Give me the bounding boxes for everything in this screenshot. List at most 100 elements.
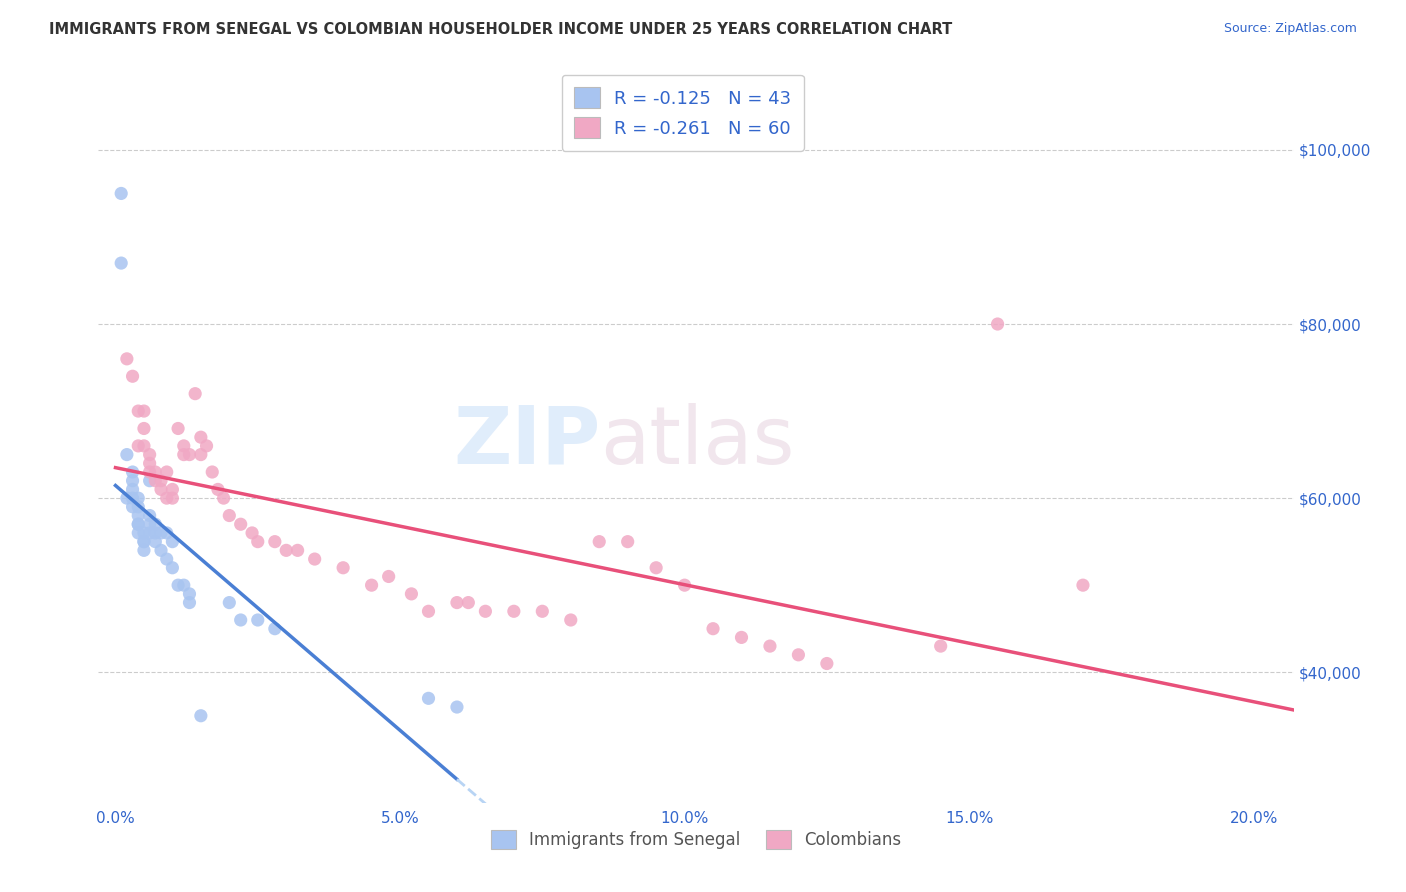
Point — [132, 534, 155, 549]
Point — [179, 448, 201, 462]
Point — [162, 561, 184, 575]
Point — [588, 534, 610, 549]
Point — [457, 596, 479, 610]
Point — [127, 491, 149, 505]
Point — [121, 483, 143, 497]
Point — [115, 448, 138, 462]
Point — [127, 500, 149, 514]
Point — [132, 439, 155, 453]
Point — [190, 430, 212, 444]
Text: IMMIGRANTS FROM SENEGAL VS COLOMBIAN HOUSEHOLDER INCOME UNDER 25 YEARS CORRELATI: IMMIGRANTS FROM SENEGAL VS COLOMBIAN HOU… — [49, 22, 952, 37]
Point — [673, 578, 696, 592]
Point — [304, 552, 326, 566]
Point — [702, 622, 724, 636]
Point — [276, 543, 298, 558]
Point — [121, 491, 143, 505]
Point — [162, 491, 184, 505]
Point — [138, 456, 160, 470]
Point — [138, 448, 160, 462]
Point — [115, 491, 138, 505]
Point — [815, 657, 838, 671]
Point — [263, 534, 285, 549]
Point — [418, 604, 440, 618]
Point — [138, 508, 160, 523]
Point — [127, 517, 149, 532]
Point — [201, 465, 224, 479]
Point — [173, 439, 195, 453]
Point — [229, 613, 252, 627]
Point — [179, 587, 201, 601]
Point — [156, 491, 179, 505]
Point — [121, 369, 143, 384]
Point — [616, 534, 638, 549]
Point — [150, 543, 173, 558]
Text: Source: ZipAtlas.com: Source: ZipAtlas.com — [1223, 22, 1357, 36]
Point — [143, 534, 166, 549]
Point — [138, 465, 160, 479]
Point — [132, 543, 155, 558]
Point — [246, 534, 269, 549]
Point — [190, 448, 212, 462]
Point — [287, 543, 309, 558]
Point — [929, 639, 952, 653]
Point — [787, 648, 810, 662]
Point — [730, 631, 752, 645]
Point — [138, 525, 160, 540]
Point — [127, 517, 149, 532]
Point — [162, 483, 184, 497]
Point — [263, 622, 285, 636]
Point — [332, 561, 354, 575]
Point — [132, 525, 155, 540]
Point — [121, 474, 143, 488]
Point — [127, 404, 149, 418]
Point — [138, 474, 160, 488]
Point — [401, 587, 423, 601]
Point — [143, 465, 166, 479]
Point — [121, 500, 143, 514]
Point — [150, 525, 173, 540]
Text: atlas: atlas — [600, 402, 794, 481]
Point — [246, 613, 269, 627]
Point — [229, 517, 252, 532]
Point — [127, 439, 149, 453]
Point — [132, 421, 155, 435]
Point — [110, 186, 132, 201]
Point — [179, 596, 201, 610]
Point — [1071, 578, 1094, 592]
Point — [360, 578, 382, 592]
Point — [446, 596, 468, 610]
Point — [156, 465, 179, 479]
Point — [195, 439, 218, 453]
Point — [162, 534, 184, 549]
Point — [143, 517, 166, 532]
Point — [132, 404, 155, 418]
Point — [173, 578, 195, 592]
Point — [156, 552, 179, 566]
Text: ZIP: ZIP — [453, 402, 600, 481]
Point — [759, 639, 782, 653]
Point — [150, 474, 173, 488]
Point — [115, 351, 138, 366]
Point — [531, 604, 554, 618]
Point — [446, 700, 468, 714]
Point — [167, 421, 190, 435]
Point — [127, 525, 149, 540]
Point — [207, 483, 229, 497]
Point — [240, 525, 263, 540]
Point — [218, 508, 240, 523]
Point — [987, 317, 1010, 331]
Point — [110, 256, 132, 270]
Point — [143, 474, 166, 488]
Point — [138, 517, 160, 532]
Legend: Immigrants from Senegal, Colombians: Immigrants from Senegal, Colombians — [484, 823, 908, 856]
Point — [645, 561, 668, 575]
Point — [173, 448, 195, 462]
Point — [474, 604, 496, 618]
Point — [127, 508, 149, 523]
Point — [560, 613, 582, 627]
Point — [502, 604, 524, 618]
Point — [377, 569, 399, 583]
Point — [184, 386, 207, 401]
Point — [212, 491, 235, 505]
Point — [150, 483, 173, 497]
